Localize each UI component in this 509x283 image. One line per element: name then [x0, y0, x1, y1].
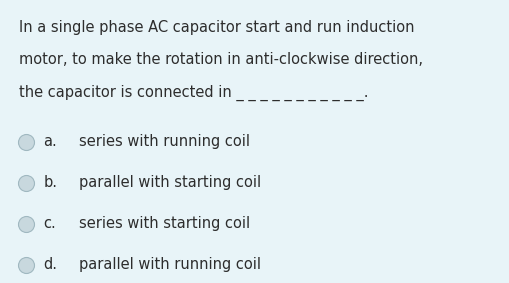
Text: series with running coil: series with running coil	[79, 134, 250, 149]
Text: b.: b.	[43, 175, 58, 190]
Point	[22, 180, 31, 185]
Text: c.: c.	[43, 216, 56, 231]
Text: motor, to make the rotation in anti-clockwise direction,: motor, to make the rotation in anti-cloc…	[19, 52, 423, 67]
Text: the capacitor is connected in _ _ _ _ _ _ _ _ _ _ _.: the capacitor is connected in _ _ _ _ _ …	[19, 85, 369, 101]
Text: parallel with starting coil: parallel with starting coil	[79, 175, 261, 190]
Text: In a single phase AC capacitor start and run induction: In a single phase AC capacitor start and…	[19, 20, 415, 35]
Point	[22, 139, 31, 144]
Text: d.: d.	[43, 257, 58, 272]
Text: series with starting coil: series with starting coil	[79, 216, 250, 231]
Text: parallel with running coil: parallel with running coil	[79, 257, 261, 272]
Point	[22, 262, 31, 267]
Point	[22, 221, 31, 226]
Text: a.: a.	[43, 134, 57, 149]
